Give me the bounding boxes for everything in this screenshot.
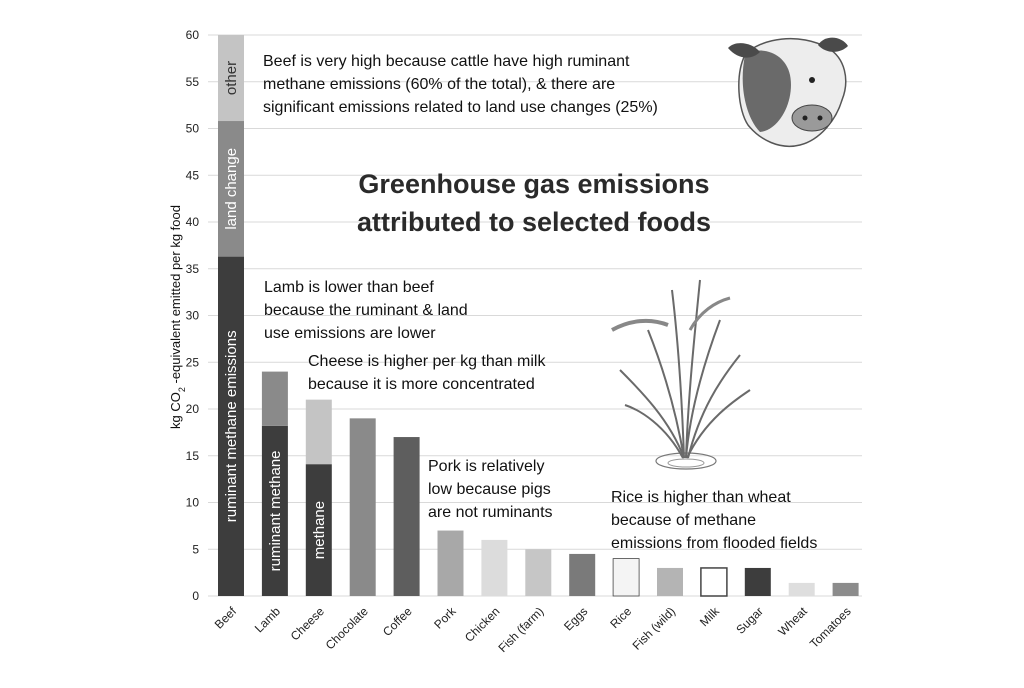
y-tick-label-0: 0 — [192, 589, 199, 603]
rice-note-line-1: Rice is higher than wheat — [611, 489, 791, 506]
chart-title-line-1: Greenhouse gas emissions — [358, 169, 709, 199]
bar-tomatoes — [832, 582, 859, 596]
y-tick-label-5: 5 — [192, 542, 199, 556]
x-tick-label-sugar: Sugar — [733, 604, 766, 637]
bar-cheese-segment-label-1: methane — [311, 501, 328, 559]
y-axis-label-post: -equivalent emitted per kg food — [168, 205, 183, 387]
bar-sugar — [744, 567, 771, 596]
y-tick-label-35: 35 — [186, 262, 200, 276]
bar-wheat — [788, 582, 815, 596]
lamb-note-line-1: Lamb is lower than beef — [264, 279, 434, 296]
y-axis-label: kg CO2 -equivalent emitted per kg food — [168, 205, 187, 429]
x-tick-label-wheat: Wheat — [775, 604, 810, 639]
x-tick-label-chocolate: Chocolate — [323, 604, 371, 652]
beef-annotation: Beef is very high because cattle have hi… — [263, 53, 658, 116]
cheese-note-line-1: Cheese is higher per kg than milk — [308, 353, 546, 370]
bars: ruminant methane emissions land change oth… — [218, 35, 859, 597]
y-tick-label-15: 15 — [186, 449, 200, 463]
x-tick-label-fish-wild: Fish (wild) — [630, 604, 679, 653]
pork-annotation: Pork is relatively low because pigs are … — [428, 458, 553, 521]
x-tick-label-milk: Milk — [697, 604, 723, 630]
bar-fish-wild — [657, 567, 683, 596]
y-axis-label-sub: 2 — [177, 387, 187, 392]
bar-cheese-segment-1 — [305, 464, 332, 596]
pork-note-line-1: Pork is relatively — [428, 458, 544, 475]
y-tick-label-40: 40 — [186, 215, 200, 229]
bar-fish-farm — [525, 549, 552, 596]
bar-lamb-segment-2 — [261, 371, 288, 426]
x-tick-label-fish-farm: Fish (farm) — [496, 604, 547, 655]
y-tick-label-45: 45 — [186, 168, 200, 182]
y-axis: 0 5 10 15 20 25 30 35 40 45 50 55 60 — [186, 28, 200, 603]
bar-chicken — [481, 539, 508, 596]
y-axis-label-pre: kg CO — [168, 392, 183, 429]
y-tick-label-55: 55 — [186, 75, 200, 89]
chart-title-line-2: attributed to selected foods — [357, 207, 711, 237]
bar-lamb-segment-1 — [261, 425, 288, 596]
bar-milk — [700, 567, 728, 597]
beef-note-line-2: methane emissions (60% of the total), & … — [263, 76, 615, 93]
x-tick-label-lamb: Lamb — [252, 604, 283, 635]
x-tick-label-rice: Rice — [607, 604, 634, 631]
pork-note-line-3: are not ruminants — [428, 504, 553, 521]
bar-chocolate — [349, 418, 376, 596]
rice-annotation: Rice is higher than wheat because of met… — [611, 489, 817, 552]
bar-beef-segment-1 — [218, 256, 244, 596]
x-tick-label-tomatoes: Tomatoes — [807, 604, 854, 651]
x-tick-label-coffee: Coffee — [380, 604, 415, 639]
x-tick-label-beef: Beef — [212, 604, 240, 632]
bar-beef-segment-2 — [218, 121, 244, 257]
x-tick-label-pork: Pork — [431, 604, 459, 632]
rice-note-line-3: emissions from flooded fields — [611, 535, 817, 552]
pork-note-line-2: low because pigs — [428, 481, 551, 498]
bar-lamb-segment-label-1: ruminant methane — [267, 450, 284, 571]
y-tick-label-30: 30 — [186, 309, 200, 323]
beef-note-line-1: Beef is very high because cattle have hi… — [263, 53, 630, 70]
y-tick-label-10: 10 — [186, 496, 200, 510]
y-tick-label-50: 50 — [186, 122, 200, 136]
bar-beef-segment-3 — [218, 35, 244, 122]
y-tick-label-20: 20 — [186, 402, 200, 416]
lamb-annotation: Lamb is lower than beef because the rumi… — [264, 279, 468, 342]
bar-beef-segment-label-3: other — [223, 61, 240, 95]
beef-note-line-3: significant emissions related to land us… — [263, 99, 658, 116]
rice-note-line-2: because of methane — [611, 512, 756, 529]
bar-cheese-segment-2 — [305, 399, 332, 465]
bar-eggs — [569, 553, 596, 596]
x-tick-label-chicken: Chicken — [462, 604, 503, 645]
bar-coffee — [393, 437, 420, 596]
bar-pork — [437, 530, 464, 596]
cheese-note-line-2: because it is more concentrated — [308, 376, 535, 393]
x-tick-label-cheese: Cheese — [288, 604, 327, 643]
lamb-note-line-2: because the ruminant & land — [264, 302, 468, 319]
cow-illustration — [728, 37, 848, 147]
y-tick-label-60: 60 — [186, 28, 200, 42]
y-tick-label-25: 25 — [186, 355, 200, 369]
x-tick-label-eggs: Eggs — [561, 604, 590, 633]
bar-rice — [612, 558, 640, 597]
bar-beef-segment-label-2: land change — [223, 148, 240, 230]
bar-beef-segment-label-1: ruminant methane emissions — [223, 330, 240, 522]
lamb-note-line-3: use emissions are lower — [264, 325, 436, 342]
cheese-annotation: Cheese is higher per kg than milk becaus… — [308, 353, 546, 393]
rice-plant-illustration — [611, 279, 751, 470]
